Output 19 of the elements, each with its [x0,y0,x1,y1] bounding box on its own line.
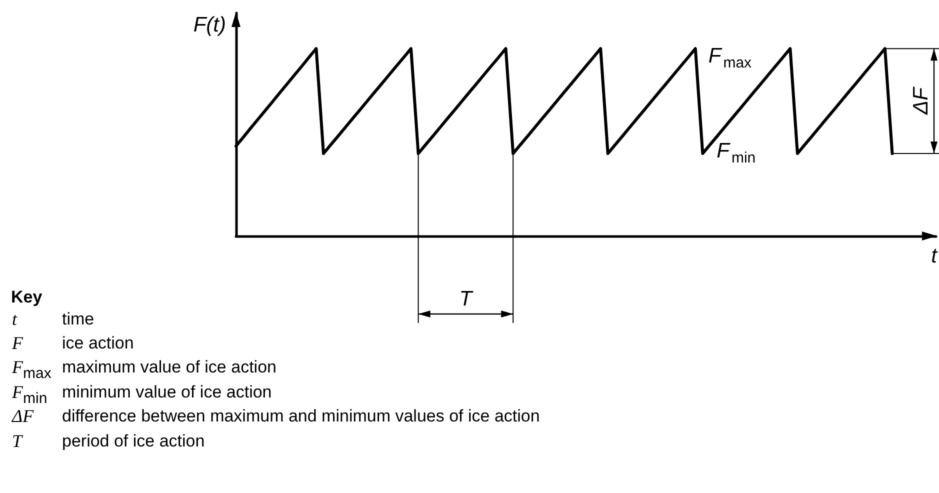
annotation: ΔF [909,88,933,115]
text: T [12,430,22,452]
x-axis-title: t [931,244,937,268]
annotation: F$_{max}$ [708,44,752,72]
text: ice action [62,334,134,354]
text: F$_{max}$ [12,357,52,382]
text: difference between maximum and minimum values of ice action [62,406,540,426]
text: F [12,332,23,354]
text: t [12,308,18,330]
y-axis-title: F(t) [193,13,226,37]
text: period of ice action [62,431,205,451]
text: Key [11,288,42,308]
text: maximum value of ice action [62,358,276,378]
text: time [62,309,94,329]
text: T [459,287,472,311]
text: F$_{min}$ [12,382,48,407]
text: ΔF [12,406,34,427]
annotation: F$_{min}$ [716,138,756,166]
text: minimum value of ice action [62,382,272,402]
